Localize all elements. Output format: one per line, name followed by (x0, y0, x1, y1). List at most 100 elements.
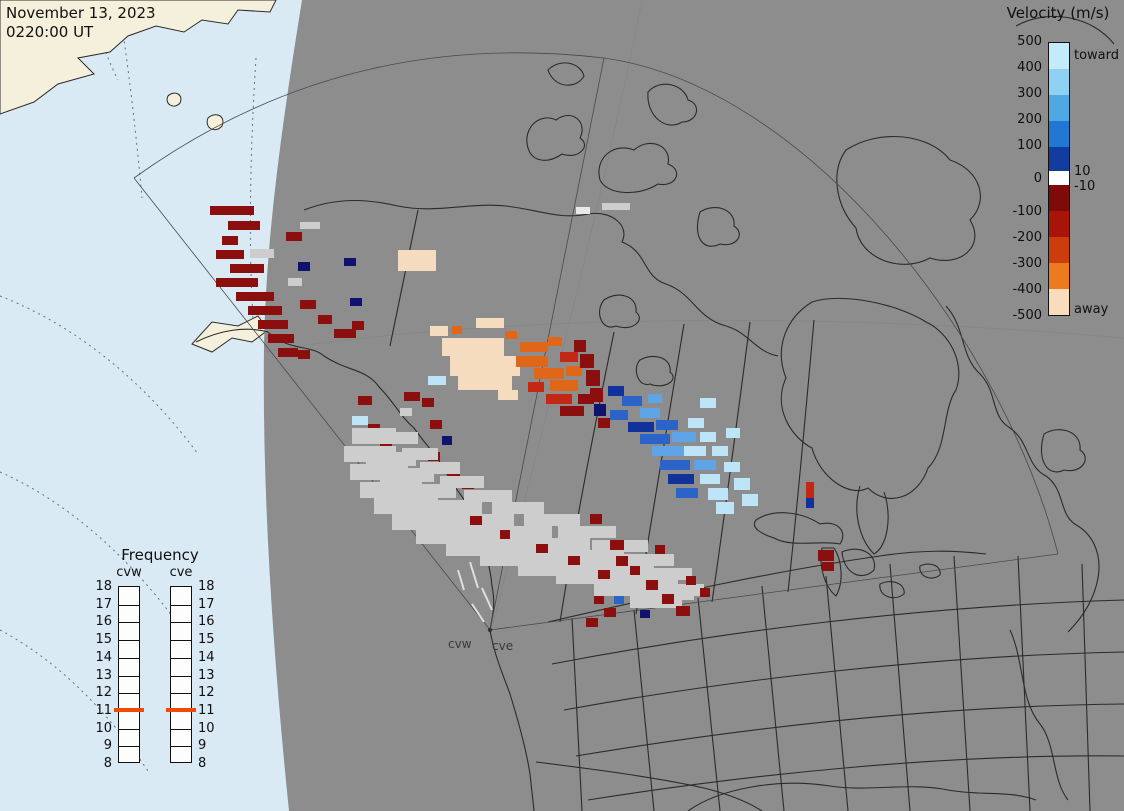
frequency-scale-tick (119, 675, 139, 677)
frequency-tick-label-right: 12 (198, 685, 215, 701)
echo-cell (398, 250, 436, 271)
colorbar-segment (1049, 121, 1069, 147)
frequency-scale-tick (119, 728, 139, 730)
echo-cell (442, 338, 504, 356)
echo-cell (550, 380, 578, 391)
velocity-tick-plus10: 10 (1074, 164, 1091, 179)
timestamp-block: November 13, 2023 0220:00 UT (6, 4, 156, 42)
colorbar-segment (1049, 211, 1069, 237)
echo-cell (576, 207, 590, 214)
echo-cell (458, 376, 512, 390)
echo-cell (622, 396, 642, 406)
colorbar-segment (1049, 147, 1069, 171)
echo-cell (440, 476, 484, 488)
echo-cell (624, 554, 674, 566)
puget-sound-detail (457, 561, 493, 623)
frequency-tick-label-right: 11 (198, 702, 215, 718)
frequency-tick-label-right: 10 (198, 720, 215, 736)
echo-cell (428, 376, 446, 385)
frequency-tick-label-right: 16 (198, 614, 215, 630)
echo-cell (608, 386, 624, 396)
echo-cell (655, 545, 665, 554)
echo-cell (222, 236, 238, 245)
echo-cell (400, 408, 412, 416)
echo-cell (524, 514, 580, 526)
echo-cell (258, 320, 288, 329)
echo-cell (568, 556, 580, 565)
frequency-scale-bar (118, 586, 140, 763)
echo-cell (492, 502, 544, 514)
echo-cell (482, 526, 552, 540)
frequency-scale-bar (170, 586, 192, 763)
echo-cell (712, 446, 728, 456)
frequency-tick-label-right: 15 (198, 632, 215, 648)
echo-cell (560, 406, 584, 416)
echo-cell (742, 494, 758, 506)
colorbar-segment (1049, 237, 1069, 263)
echo-cell (476, 318, 504, 328)
frequency-tick-label-left: 13 (95, 667, 112, 683)
echo-cell (604, 608, 616, 617)
echo-cell (708, 488, 728, 500)
echo-cell (300, 300, 316, 309)
echo-cell (548, 337, 562, 346)
echo-cell (694, 460, 716, 470)
echo-cell (640, 434, 670, 444)
echo-cell (546, 394, 572, 404)
echo-cell (700, 398, 716, 408)
echo-cell (388, 432, 418, 444)
echo-cell (518, 538, 590, 552)
frequency-scale-tick (119, 693, 139, 695)
echo-cell (516, 356, 548, 367)
echo-cell (498, 390, 518, 400)
frequency-tick-label-right: 17 (198, 596, 215, 612)
radar-site-label-cvw: cvw (448, 637, 472, 651)
velocity-tick-label: 400 (1017, 60, 1042, 75)
echo-cell (822, 562, 834, 571)
echo-cell (684, 446, 706, 456)
colorbar-segment (1049, 171, 1069, 185)
echo-cell (420, 500, 482, 514)
echo-cell (594, 596, 604, 604)
echo-cell (430, 326, 448, 336)
toward-label: toward (1074, 48, 1120, 63)
echo-cell (668, 474, 694, 484)
echo-cell (210, 206, 254, 215)
velocity-tick-label: 300 (1017, 86, 1042, 101)
echo-cell (686, 576, 696, 585)
frequency-scale-tick (119, 622, 139, 624)
echo-cell (586, 370, 600, 386)
echo-cell (286, 232, 302, 241)
frequency-scale-tick (119, 657, 139, 659)
velocity-tick-label: 100 (1017, 138, 1042, 153)
echo-cell (392, 514, 460, 530)
echo-cell (580, 354, 594, 368)
echo-cell (404, 392, 420, 401)
echo-cell (656, 420, 678, 430)
echo-cell (402, 448, 438, 460)
echo-cell (676, 488, 698, 498)
echo-cell (505, 331, 517, 339)
colorbar-segment (1049, 95, 1069, 121)
frequency-tick-label-left: 18 (95, 579, 112, 594)
echo-cell (602, 203, 630, 210)
echo-cell (700, 588, 710, 597)
frequency-scale-tick (119, 746, 139, 748)
frequency-tick-label-left: 15 (95, 632, 112, 648)
velocity-legend-title: Velocity (m/s) (1006, 4, 1110, 22)
echo-cell (676, 584, 704, 596)
frequency-scale-tick (171, 693, 191, 695)
frequency-marker (114, 707, 144, 712)
echo-cell (216, 250, 244, 259)
velocity-tick-minus10: -10 (1074, 179, 1096, 194)
echo-cell (250, 249, 274, 258)
echo-cell (616, 556, 628, 566)
echo-cell (430, 420, 442, 429)
frequency-tick-label-left: 10 (95, 720, 112, 736)
echo-cell (352, 428, 396, 444)
echo-cell (628, 422, 654, 432)
echo-cell (734, 478, 750, 490)
radar-fov-lines (133, 52, 1059, 631)
echo-cell (716, 502, 734, 514)
echo-cell (590, 388, 603, 402)
